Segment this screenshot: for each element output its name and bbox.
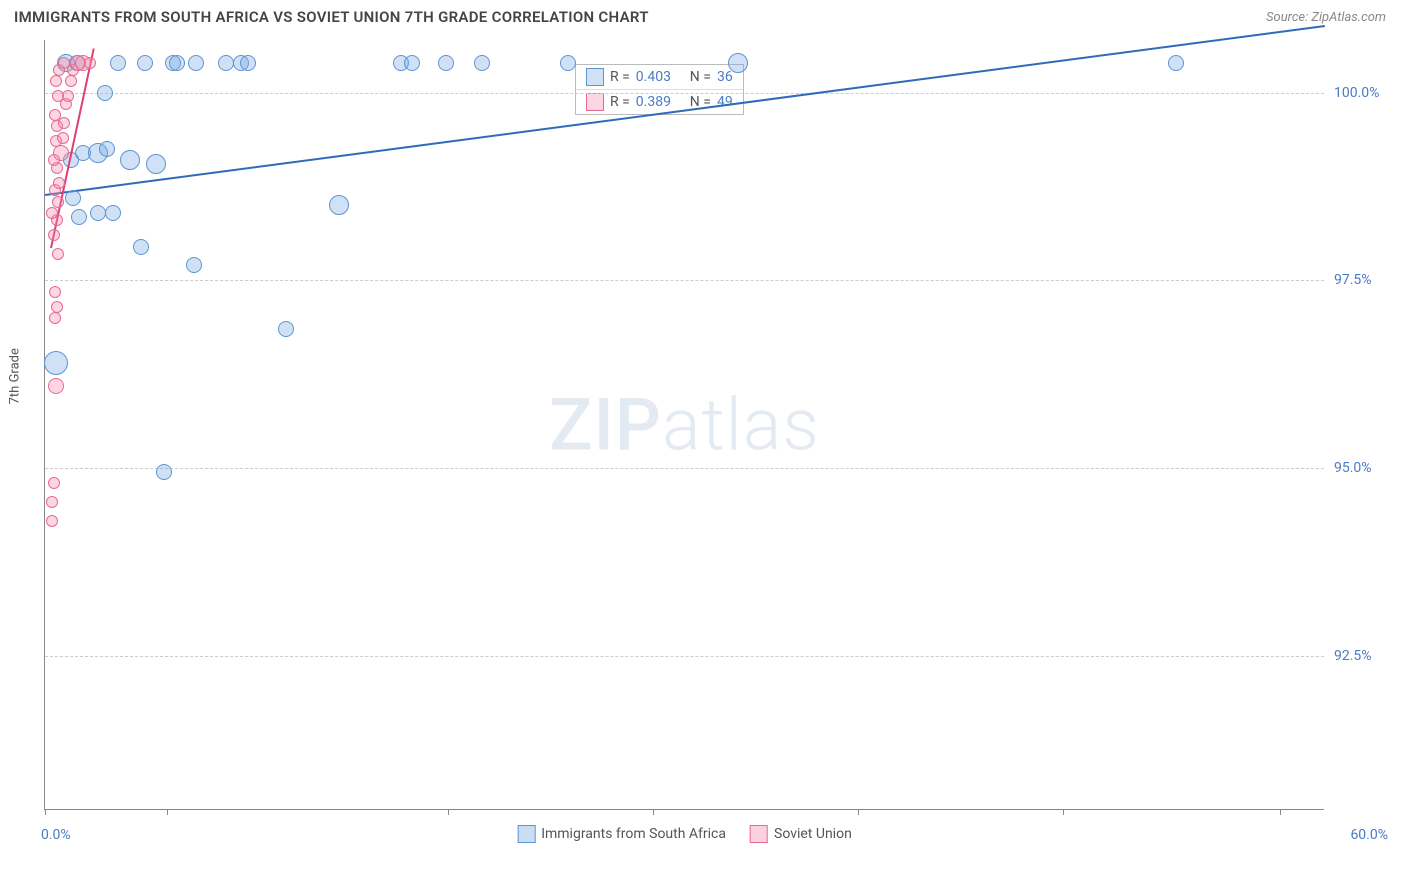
x-tick-mark xyxy=(167,809,168,815)
legend-r-label: R = xyxy=(610,94,630,110)
y-tick-label: 100.0% xyxy=(1334,85,1394,101)
data-point xyxy=(438,55,454,71)
data-point xyxy=(188,55,204,71)
legend-row: R =0.389N =49 xyxy=(576,90,743,114)
data-point xyxy=(71,209,87,225)
data-point xyxy=(110,55,126,71)
chart-header: IMMIGRANTS FROM SOUTH AFRICA VS SOVIET U… xyxy=(0,0,1406,30)
data-point xyxy=(49,109,61,121)
x-tick-mark xyxy=(448,809,449,815)
source-label: Source: ZipAtlas.com xyxy=(1266,10,1386,25)
legend-r-value: 0.403 xyxy=(636,69,684,85)
data-point xyxy=(65,75,77,87)
data-point xyxy=(84,57,96,69)
x-tick-mark xyxy=(45,809,46,815)
data-point xyxy=(58,117,70,129)
data-point xyxy=(49,312,61,324)
data-point xyxy=(52,196,64,208)
legend-n-value: 49 xyxy=(717,94,733,110)
data-point xyxy=(46,496,58,508)
legend-swatch xyxy=(586,68,604,86)
legend-r-label: R = xyxy=(610,69,630,85)
data-point xyxy=(65,190,81,206)
legend-n-label: N = xyxy=(690,69,711,85)
scatter-chart: ZIPatlas 7th Grade 0.0% 60.0% R =0.403N … xyxy=(44,40,1324,810)
x-tick-mark xyxy=(653,809,654,815)
data-point xyxy=(44,351,68,375)
data-point xyxy=(474,55,490,71)
legend-r-value: 0.389 xyxy=(636,94,684,110)
data-point xyxy=(48,229,60,241)
data-point xyxy=(57,132,69,144)
data-point xyxy=(218,55,234,71)
legend-item: Immigrants from South Africa xyxy=(517,825,726,843)
data-point xyxy=(146,154,166,174)
data-point xyxy=(49,286,61,298)
data-point xyxy=(329,195,349,215)
gridline xyxy=(45,656,1324,657)
x-tick-mark xyxy=(1280,809,1281,815)
y-tick-label: 92.5% xyxy=(1334,648,1394,664)
y-axis-label: 7th Grade xyxy=(8,348,23,404)
data-point xyxy=(52,248,64,260)
trend-line xyxy=(45,25,1325,196)
data-point xyxy=(48,477,60,489)
gridline xyxy=(45,280,1324,281)
legend-item: Soviet Union xyxy=(750,825,852,843)
data-point xyxy=(50,75,62,87)
legend-label: Soviet Union xyxy=(774,826,852,842)
correlation-legend: R =0.403N =36R =0.389N =49 xyxy=(575,64,744,115)
data-point xyxy=(156,464,172,480)
x-tick-mark xyxy=(1063,809,1064,815)
gridline xyxy=(45,93,1324,94)
data-point xyxy=(48,378,64,394)
data-point xyxy=(278,321,294,337)
legend-row: R = 0.403 N = 36 xyxy=(576,65,743,90)
data-point xyxy=(90,205,106,221)
data-point xyxy=(1168,55,1184,71)
data-point xyxy=(46,515,58,527)
data-point xyxy=(105,205,121,221)
data-point xyxy=(240,55,256,71)
data-point xyxy=(51,301,63,313)
data-point xyxy=(58,57,70,69)
data-point xyxy=(120,150,140,170)
legend-swatch xyxy=(586,93,604,111)
data-point xyxy=(99,141,115,157)
data-point xyxy=(404,55,420,71)
data-point xyxy=(53,177,65,189)
gridline xyxy=(45,468,1324,469)
legend-swatch xyxy=(517,825,535,843)
data-point xyxy=(133,239,149,255)
data-point xyxy=(728,53,748,73)
data-point xyxy=(97,85,113,101)
data-point xyxy=(46,207,58,219)
legend-label: Immigrants from South Africa xyxy=(541,826,726,842)
y-tick-label: 95.0% xyxy=(1334,460,1394,476)
data-point xyxy=(186,257,202,273)
legend-n-value: 36 xyxy=(717,69,733,85)
x-tick-mark xyxy=(858,809,859,815)
chart-title: IMMIGRANTS FROM SOUTH AFRICA VS SOVIET U… xyxy=(14,8,649,26)
x-axis-min-label: 0.0% xyxy=(41,827,71,843)
watermark: ZIPatlas xyxy=(549,382,820,467)
data-point xyxy=(62,90,74,102)
legend-swatch xyxy=(750,825,768,843)
data-point xyxy=(560,55,576,71)
data-point xyxy=(169,55,185,71)
series-legend: Immigrants from South Africa Soviet Union xyxy=(517,825,852,843)
data-point xyxy=(137,55,153,71)
y-tick-label: 97.5% xyxy=(1334,272,1394,288)
x-axis-max-label: 60.0% xyxy=(1350,827,1388,843)
